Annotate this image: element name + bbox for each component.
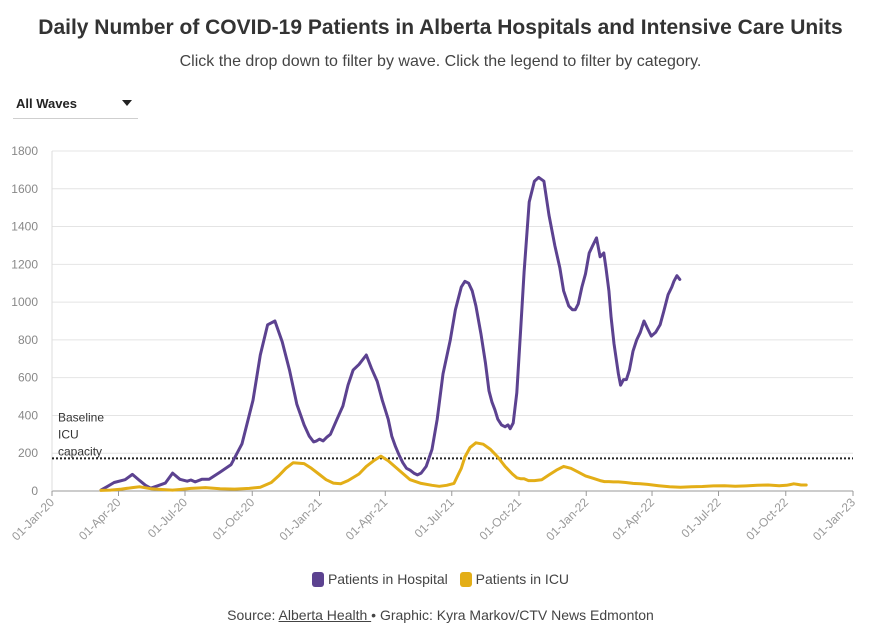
legend-label-icu: Patients in ICU — [475, 571, 570, 587]
y-tick-label: 1000 — [11, 295, 38, 309]
hospital-series-line[interactable] — [99, 175, 682, 492]
x-tick-label: 01-Jan-22 — [543, 495, 591, 543]
source-link[interactable]: Alberta Health — [278, 607, 372, 623]
icu-swatch — [459, 571, 472, 587]
x-tick-label: 01-Jul-22 — [678, 495, 724, 541]
hospital-swatch — [311, 571, 324, 587]
grid — [52, 150, 853, 492]
legend-label-hospital: Patients in Hospital — [327, 571, 448, 587]
baseline-label: capacity — [58, 444, 102, 458]
y-tick-label: 1800 — [11, 144, 38, 158]
baseline-annotation: Baseline ICU capacity — [52, 410, 853, 460]
x-tick-label: 01-Oct-20 — [210, 495, 258, 543]
source-credit: • Graphic: Kyra Markov/CTV News Edmonton — [371, 607, 654, 623]
y-tick-label: 1400 — [11, 220, 38, 234]
y-tick-label: 200 — [18, 446, 38, 460]
y-axis: 0 200 400 600 800 1000 1200 1400 1600 1800 — [11, 144, 53, 498]
series-layer — [99, 175, 808, 492]
y-tick-label: 0 — [31, 484, 38, 498]
wave-filter-selected: All Waves — [16, 96, 77, 111]
chart-title: Daily Number of COVID-19 Patients in Alb… — [38, 16, 843, 39]
y-tick-label: 1200 — [11, 257, 38, 271]
line-chart: 0 200 400 600 800 1000 1200 1400 1600 1800 01-Jan… — [9, 144, 858, 543]
y-tick-label: 600 — [18, 371, 38, 385]
x-tick-label: 01-Jan-20 — [9, 495, 57, 543]
y-tick-label: 1600 — [11, 182, 38, 196]
x-tick-label: 01-Jan-23 — [810, 495, 858, 543]
wave-filter-dropdown[interactable]: All Waves — [13, 92, 138, 119]
x-tick-label: 01-Apr-22 — [609, 495, 657, 543]
x-axis: 01-Jan-20 01-Apr-20 01-Jul-20 01-Oct-20 01-J… — [9, 491, 858, 543]
x-tick-label: 01-Apr-20 — [76, 495, 124, 543]
x-tick-label: 01-Oct-21 — [476, 495, 524, 543]
source-line: Source: Alberta Health • Graphic: Kyra M… — [0, 607, 881, 623]
icu-series-line[interactable] — [99, 441, 808, 492]
baseline-label: Baseline — [58, 410, 104, 424]
source-prefix: Source: — [227, 607, 279, 623]
legend: Patients in Hospital Patients in ICU — [0, 571, 881, 590]
legend-item-icu[interactable]: Patients in ICU — [459, 571, 570, 587]
x-tick-label: 01-Jul-20 — [145, 495, 191, 541]
chevron-down-icon — [122, 100, 132, 106]
x-tick-label: 01-Oct-22 — [743, 495, 791, 543]
x-tick-label: 01-Jan-21 — [276, 495, 324, 543]
x-tick-label: 01-Jul-21 — [412, 495, 458, 541]
x-tick-label: 01-Apr-21 — [343, 495, 391, 543]
legend-item-hospital[interactable]: Patients in Hospital — [311, 571, 448, 587]
baseline-label: ICU — [58, 427, 79, 441]
y-tick-label: 800 — [18, 333, 38, 347]
y-tick-label: 400 — [18, 408, 38, 422]
chart-subtitle: Click the drop down to filter by wave. C… — [179, 53, 702, 70]
